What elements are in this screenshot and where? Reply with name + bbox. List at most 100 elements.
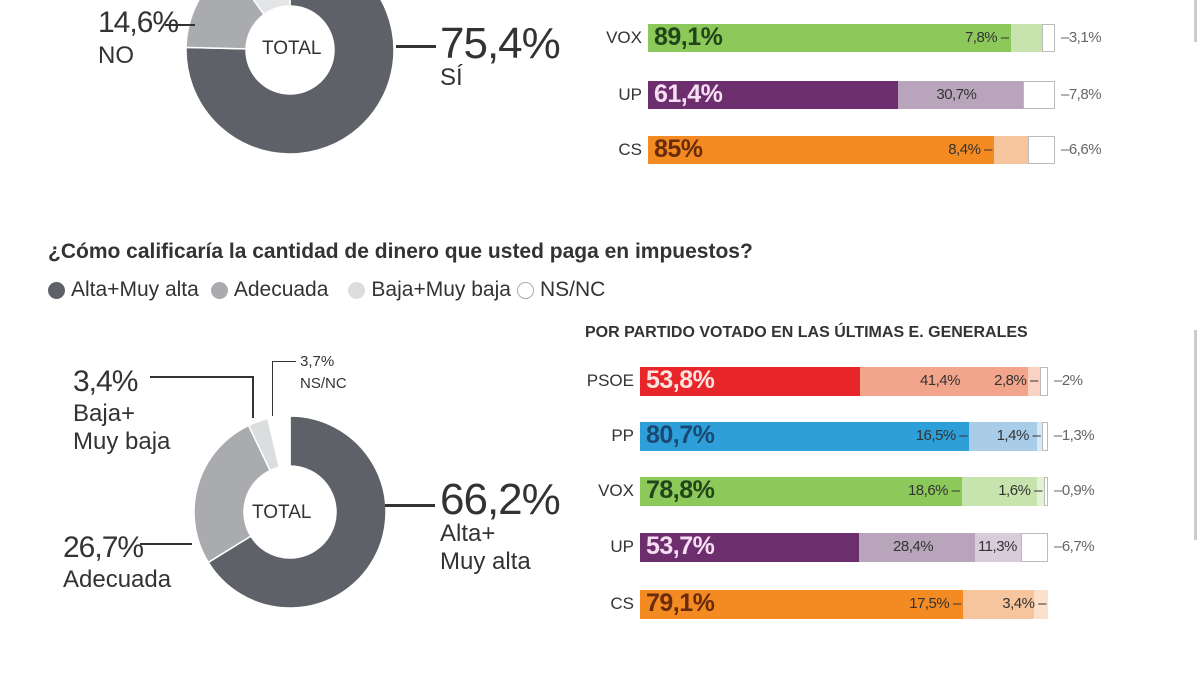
baja-percent: 3,4% xyxy=(73,365,138,398)
bar-segment xyxy=(1010,24,1043,52)
bar-segment-label: 8,4% – xyxy=(948,141,992,158)
alta-label-2: Muy alta xyxy=(440,548,531,575)
bar-segment xyxy=(1021,533,1049,562)
legend-item: NS/NC xyxy=(539,278,606,301)
legend-item: Adecuada xyxy=(233,278,329,301)
bar-segment-label: 18,6% – xyxy=(907,482,960,499)
bar-segment xyxy=(1028,136,1055,164)
party-label: VOX xyxy=(598,481,634,500)
legend-swatch-adecuada xyxy=(210,281,228,299)
donut-center-label: TOTAL xyxy=(252,502,312,523)
bar-main-label: 53,8% xyxy=(646,366,715,394)
legend-swatch-nsnc xyxy=(516,281,534,299)
bar-segment xyxy=(640,590,963,619)
page-edge xyxy=(1194,0,1197,42)
donut-slice-0 xyxy=(207,415,387,609)
baja-label: Baja+ xyxy=(73,400,136,427)
bar-segment xyxy=(969,422,1037,451)
adecuada-label: Adecuada xyxy=(63,566,172,593)
bar-segment-label: 16,5% – xyxy=(915,427,968,444)
donut-slice-1 xyxy=(185,0,266,50)
bar-segment xyxy=(648,136,994,164)
bar-main-label: 53,7% xyxy=(646,532,715,560)
party-label: PP xyxy=(611,426,634,445)
bar-segment-label: –1,3% xyxy=(1054,427,1095,444)
donut-slice-0 xyxy=(185,0,395,155)
bar-segment-label: 17,5% – xyxy=(909,595,961,612)
bar-segment xyxy=(640,533,860,562)
bar-segment-label: –3,1% xyxy=(1061,29,1102,46)
top-si-percent: 75,4% xyxy=(440,19,561,68)
legend-item: Baja+Muy baja xyxy=(371,278,511,301)
bar-segment-label: 28,4% xyxy=(893,538,934,555)
bar-segment-label: –0,9% xyxy=(1054,482,1095,499)
bar-segment xyxy=(993,136,1029,164)
nsnc-percent: 3,7% xyxy=(300,353,335,370)
bar-segment-label: –6,6% xyxy=(1061,141,1102,158)
party-label: UP xyxy=(610,537,634,556)
bar-segment-label: 3,4% – xyxy=(1002,595,1046,612)
donut-chart-total-bottom xyxy=(193,415,387,609)
bar-segment xyxy=(1037,477,1044,506)
bar-main-label: 78,8% xyxy=(646,476,715,504)
bar-segment-label: 30,7% xyxy=(936,86,977,103)
bar-segment xyxy=(897,81,1023,109)
bar-main-label: 85% xyxy=(654,135,703,163)
bar-segment-label: 41,4% xyxy=(919,372,961,389)
legend-swatch-alta xyxy=(48,281,65,299)
bar-segment xyxy=(859,367,1029,396)
donut-center-label: TOTAL xyxy=(262,38,322,59)
bar-segment xyxy=(640,367,860,396)
alta-label: Alta+ xyxy=(440,520,496,547)
bar-segment-label: 2,8% – xyxy=(994,372,1038,389)
leader-line xyxy=(396,45,436,48)
bar-segment xyxy=(640,422,970,451)
donut-slice-3 xyxy=(266,415,291,469)
bar-main-label: 80,7% xyxy=(646,421,715,449)
top-si-label: SÍ xyxy=(440,64,463,91)
bar-segment xyxy=(1039,367,1048,396)
bar-main-label: 79,1% xyxy=(646,589,715,617)
party-label: CS xyxy=(618,140,642,159)
bar-main-label: 61,4% xyxy=(654,80,723,108)
bar-segment xyxy=(1043,477,1048,506)
alta-percent: 66,2% xyxy=(440,475,561,524)
bar-main-label: 89,1% xyxy=(654,23,723,51)
bar-segment xyxy=(962,590,1035,619)
party-label: VOX xyxy=(606,28,642,47)
question-title: ¿Cómo calificaría la cantidad de dinero … xyxy=(48,240,753,263)
party-label: PSOE xyxy=(586,371,634,390)
leader-line xyxy=(150,376,253,378)
bar-segment xyxy=(1034,590,1048,619)
bar-segment-label: 1,4% – xyxy=(996,427,1041,444)
bars-subtitle: POR PARTIDO VOTADO EN LAS ÚLTIMAS E. GEN… xyxy=(585,324,1028,341)
bar-segment xyxy=(1042,422,1048,451)
party-label: UP xyxy=(618,85,642,104)
leader-line xyxy=(272,361,296,362)
bar-segment xyxy=(1042,24,1055,52)
bar-segment xyxy=(1036,422,1043,451)
donut-chart-total-top xyxy=(185,0,395,155)
donut-slice-1 xyxy=(193,424,272,564)
leader-line xyxy=(165,24,195,26)
bar-segment-label: –2% xyxy=(1054,372,1083,389)
page-edge xyxy=(1194,330,1197,540)
leader-line xyxy=(385,504,435,507)
donut-slice-2 xyxy=(252,0,291,16)
bar-segment-label: 1,6% – xyxy=(998,482,1042,499)
bar-segment xyxy=(1028,367,1040,396)
adecuada-percent: 26,7% xyxy=(63,531,144,564)
bar-segment xyxy=(859,533,975,562)
legend-swatch-baja xyxy=(348,281,366,299)
bar-segment-label: –6,7% xyxy=(1054,538,1095,555)
top-no-label: NO xyxy=(98,42,134,69)
bar-segment xyxy=(1022,81,1055,109)
bar-segment-label: 7,8% – xyxy=(964,29,1009,46)
bar-segment xyxy=(648,24,1011,52)
bar-segment xyxy=(974,533,1022,562)
bar-segment xyxy=(961,477,1038,506)
bar-segment-label: –7,8% xyxy=(1061,86,1102,103)
top-no-percent: 14,6% xyxy=(98,6,179,39)
bar-segment-label: 11,3% xyxy=(977,538,1017,555)
party-label: CS xyxy=(610,594,634,613)
